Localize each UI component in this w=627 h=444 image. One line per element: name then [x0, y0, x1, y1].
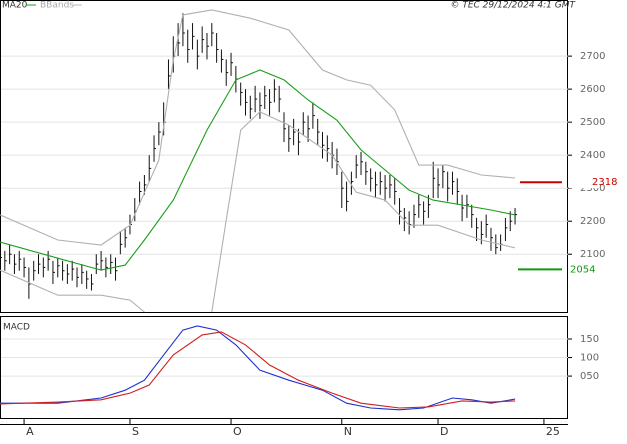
y-tick-label: 2500	[580, 117, 605, 128]
line-series	[0, 111, 516, 313]
y-tick-label: 2700	[580, 51, 605, 62]
x-tick-label: A	[26, 425, 34, 438]
legend-label: BBands	[40, 1, 74, 11]
x-tick-label: O	[233, 425, 242, 438]
line-series	[0, 69, 516, 271]
y-tick-label: 2300	[580, 183, 605, 194]
y-tick-label: 2400	[580, 150, 605, 161]
y-tick-label: 050	[580, 371, 599, 382]
macd-title: MACD	[3, 323, 30, 333]
x-tick-label: S	[132, 425, 139, 438]
line-series	[0, 331, 516, 409]
x-tick-label: N	[344, 425, 352, 438]
level-label-bg	[569, 176, 599, 189]
chart-title: © TEC 29/12/2024 4:1 GMT	[450, 1, 576, 11]
line-series	[0, 9, 516, 246]
macd-panel	[0, 316, 568, 419]
y-tick-label: 150	[580, 334, 599, 345]
y-tick-label: 2200	[580, 216, 605, 227]
level-label: 2054	[570, 264, 595, 275]
y-tick-label: 2100	[580, 249, 605, 260]
level-label: 2318	[592, 177, 617, 188]
x-tick-label: D	[440, 425, 448, 438]
line-series	[0, 325, 516, 411]
x-tick-label: 25	[546, 425, 560, 438]
price-panel	[0, 0, 568, 313]
legend-label: MA20	[2, 1, 28, 11]
level-label-bg	[569, 263, 599, 276]
y-tick-label: 100	[580, 353, 599, 364]
y-tick-label: 2600	[580, 84, 605, 95]
